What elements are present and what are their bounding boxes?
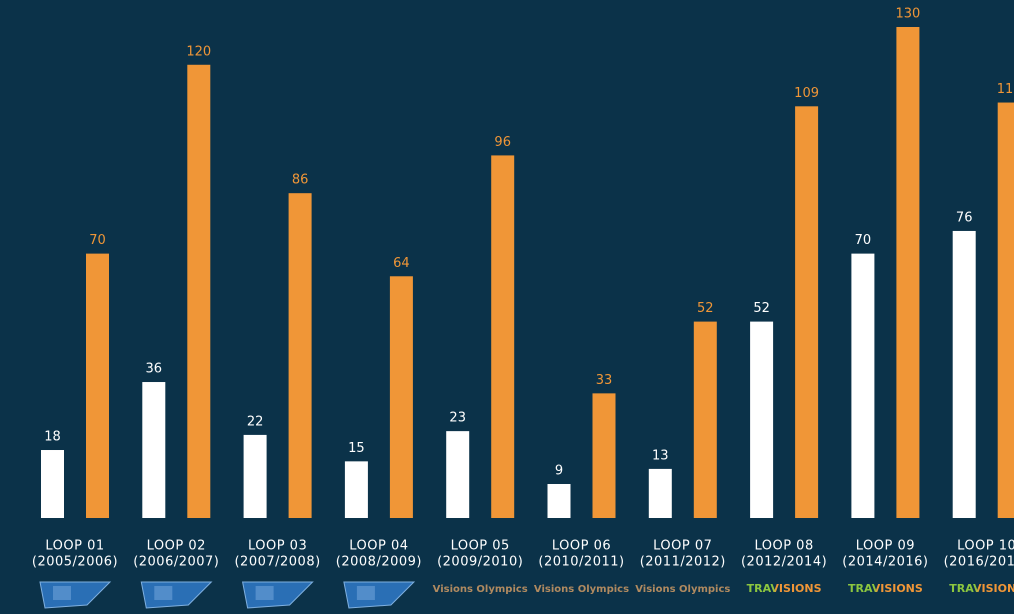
x-tick-label: LOOP 07 (653, 539, 712, 554)
bar (142, 382, 166, 518)
logo-text: TRAVISIONS (949, 582, 1014, 595)
x-tick-sublabel: (2007/2008) (234, 555, 320, 570)
bar (997, 102, 1014, 519)
value-label: 64 (393, 256, 410, 271)
bar (648, 468, 672, 518)
x-tick-sublabel: (2005/2006) (32, 555, 118, 570)
value-label: 23 (449, 411, 466, 426)
x-tick-label: LOOP 05 (451, 539, 510, 554)
bar (288, 193, 312, 518)
logo-text: TRAVISIONS (747, 582, 822, 595)
bar (693, 321, 717, 518)
value-label: 130 (895, 7, 920, 22)
value-label: 109 (794, 86, 819, 101)
logo (356, 586, 375, 600)
bar (41, 450, 64, 518)
value-label: 33 (596, 373, 613, 388)
value-label: 96 (494, 135, 511, 150)
bar (952, 230, 976, 518)
value-label: 18 (44, 430, 61, 445)
x-tick-sublabel: (2014/2016) (842, 555, 928, 570)
value-label: 9 (555, 464, 563, 479)
value-label: 22 (247, 414, 264, 429)
x-tick-sublabel: (2012/2014) (741, 555, 827, 570)
value-label: 76 (956, 210, 973, 225)
logo (53, 586, 71, 600)
bar (592, 393, 616, 518)
bar (896, 27, 920, 518)
bar (851, 253, 875, 518)
value-label: 70 (89, 233, 106, 248)
bar (344, 461, 368, 518)
value-label: 13 (652, 448, 669, 463)
value-label: 70 (855, 233, 872, 248)
x-tick-sublabel: (2010/2011) (538, 555, 624, 570)
value-label: 52 (753, 301, 770, 316)
value-label: 120 (186, 44, 211, 59)
value-label: 15 (348, 441, 365, 456)
logo-text: Visions Olympics (635, 584, 730, 595)
logo-text: Visions Olympics (534, 584, 629, 595)
value-label: 86 (292, 173, 309, 188)
x-tick-sublabel: (2009/2010) (437, 555, 523, 570)
x-tick-sublabel: (2011/2012) (640, 555, 726, 570)
x-tick-label: LOOP 09 (856, 539, 915, 554)
bar (795, 106, 819, 519)
x-tick-label: LOOP 02 (147, 539, 206, 554)
x-tick-label: LOOP 06 (552, 539, 611, 554)
logo-text: TRAVISIONS (848, 582, 923, 595)
bar (547, 484, 571, 518)
bar (86, 253, 109, 518)
bar (491, 155, 515, 518)
x-tick-sublabel: (2016/2018) (944, 555, 1014, 570)
x-tick-label: LOOP 01 (45, 539, 104, 554)
bar (187, 64, 211, 519)
value-label: 52 (697, 301, 714, 316)
x-tick-label: LOOP 03 (248, 539, 307, 554)
bar (389, 276, 413, 518)
value-label: 36 (146, 362, 163, 377)
x-tick-label: LOOP 10 (957, 539, 1014, 554)
value-label: 110 (997, 82, 1014, 97)
logo-text: Visions Olympics (433, 584, 528, 595)
x-tick-sublabel: (2008/2009) (336, 555, 422, 570)
bar (446, 431, 470, 518)
bar (750, 321, 774, 518)
x-tick-label: LOOP 04 (349, 539, 408, 554)
x-tick-sublabel: (2006/2007) (133, 555, 219, 570)
logo (154, 586, 173, 600)
x-tick-label: LOOP 08 (754, 539, 813, 554)
logo (255, 586, 274, 600)
bar (243, 434, 267, 518)
